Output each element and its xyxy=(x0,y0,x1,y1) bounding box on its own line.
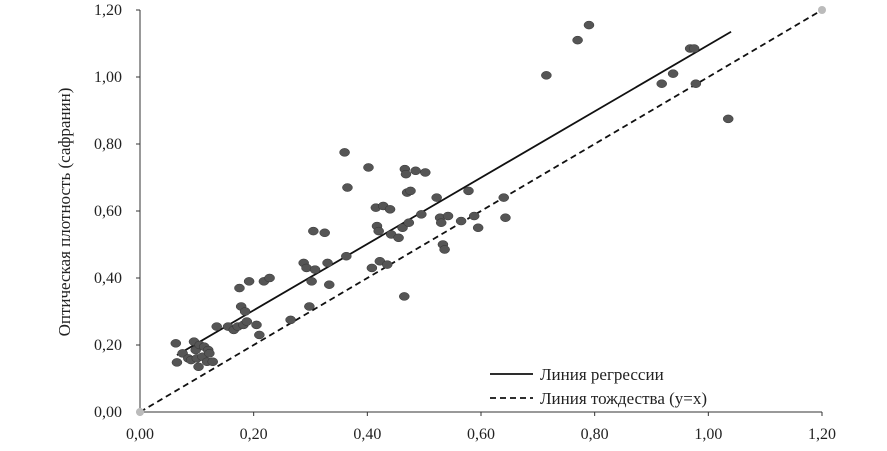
data-point xyxy=(254,330,265,340)
data-point xyxy=(234,283,245,293)
data-point xyxy=(324,280,335,289)
data-point xyxy=(439,245,450,254)
data-point xyxy=(656,79,667,88)
data-point xyxy=(366,263,378,273)
data-point xyxy=(239,307,251,316)
x-tick-label: 0,60 xyxy=(467,426,495,443)
data-point xyxy=(285,315,296,325)
legend: Линия регрессии Линия тождества (y=x) xyxy=(490,365,707,408)
data-point xyxy=(500,213,511,222)
y-axis-label: Оптическая плотность (сафранин) xyxy=(55,88,74,337)
data-point xyxy=(572,35,583,45)
x-tick-label: 0,20 xyxy=(240,426,268,443)
data-point xyxy=(211,322,222,331)
data-point xyxy=(397,223,408,232)
data-point xyxy=(170,339,182,348)
data-point xyxy=(381,260,393,269)
data-point xyxy=(431,193,442,202)
data-point xyxy=(204,349,215,358)
data-point xyxy=(400,169,412,179)
y-tick-label: 0,80 xyxy=(94,136,122,153)
x-tick-label: 0,40 xyxy=(353,426,381,443)
data-point xyxy=(463,186,474,196)
data-point xyxy=(171,358,183,367)
data-point xyxy=(442,211,454,221)
ticks: 0,00 0,20 0,40 0,60 0,80 1,00 1,20 0,00 0,20 0,40… xyxy=(94,2,836,443)
y-tick-label: 0,60 xyxy=(94,203,122,220)
data-point xyxy=(435,218,447,227)
identity-line xyxy=(139,9,823,413)
data-point xyxy=(688,44,700,53)
data-point xyxy=(306,277,317,286)
data-point xyxy=(416,210,427,219)
data-point xyxy=(420,168,431,177)
y-tick-label: 0,20 xyxy=(94,337,122,354)
data-point xyxy=(399,292,410,301)
data-point xyxy=(405,186,416,196)
data-point xyxy=(309,265,321,274)
data-point xyxy=(341,251,352,261)
data-point xyxy=(319,228,330,238)
data-point xyxy=(251,320,262,330)
data-point xyxy=(410,166,421,176)
identity-endpoint-marker xyxy=(136,408,144,416)
data-point xyxy=(403,218,415,227)
data-point xyxy=(264,273,275,283)
data-point xyxy=(667,69,679,78)
data-point xyxy=(393,233,404,243)
data-point xyxy=(308,226,319,236)
y-tick-label: 1,00 xyxy=(94,69,122,86)
data-point xyxy=(541,71,552,80)
data-point xyxy=(498,193,509,202)
data-point xyxy=(384,205,396,214)
data-point xyxy=(583,20,595,30)
data-point xyxy=(468,211,480,221)
identity-endpoint-marker xyxy=(818,6,826,14)
data-point xyxy=(193,362,204,372)
y-tick-label: 0,40 xyxy=(94,270,122,287)
x-tick-label: 1,20 xyxy=(808,426,836,443)
y-tick-label: 1,20 xyxy=(94,2,122,19)
data-point xyxy=(339,148,350,157)
x-tick-label: 0,80 xyxy=(581,426,609,443)
regression-line xyxy=(176,30,732,356)
x-tick-label: 1,00 xyxy=(694,426,722,443)
x-tick-label: 0,00 xyxy=(126,426,154,443)
data-point xyxy=(455,216,467,226)
data-point xyxy=(322,258,333,268)
data-point xyxy=(243,277,255,286)
data-points xyxy=(136,6,826,416)
legend-label-regression: Линия регрессии xyxy=(540,365,664,384)
data-point xyxy=(722,114,734,124)
data-point xyxy=(363,163,374,172)
data-point xyxy=(690,79,702,88)
data-point xyxy=(207,357,218,366)
data-point xyxy=(241,317,253,326)
legend-label-identity: Линия тождества (y=x) xyxy=(540,389,707,408)
data-point xyxy=(342,183,353,192)
y-tick-label: 0,00 xyxy=(94,404,122,421)
series-lines xyxy=(139,9,823,413)
data-point xyxy=(472,223,484,232)
data-point xyxy=(373,226,384,236)
data-point xyxy=(304,302,315,311)
